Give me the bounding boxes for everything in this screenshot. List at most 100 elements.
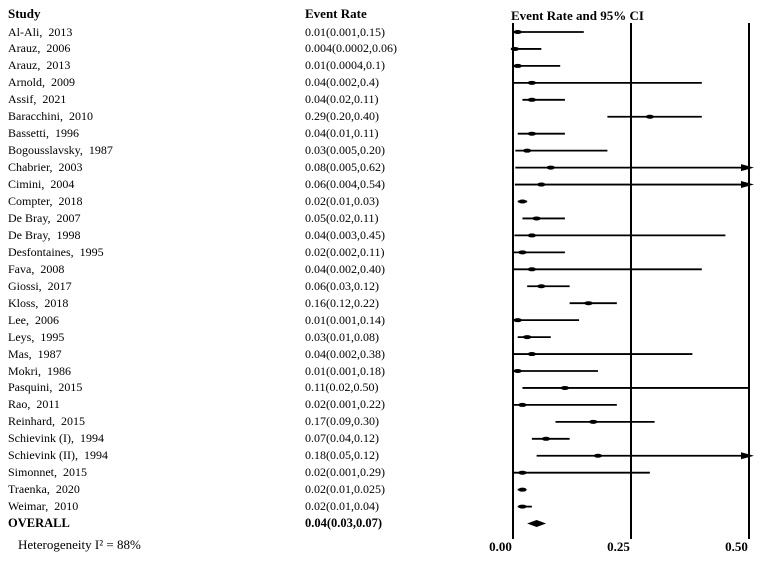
axis-tick-label: 0.25 [607, 539, 630, 554]
study-row: De Bray, 1998 0.04(0.003,0.45) [0, 227, 505, 244]
study-label: Arnold, 2009 [8, 75, 75, 90]
event-rate-column-header: Event Rate [305, 6, 367, 21]
event-rate-value: 0.04(0.002,0.4) [305, 75, 379, 90]
study-label: Fava, 2008 [8, 261, 65, 276]
point-estimate-marker [513, 30, 522, 34]
event-rate-value: 0.02(0.001,0.22) [305, 397, 385, 412]
event-rate-value: 0.01(0.001,0.18) [305, 363, 385, 378]
event-rate-value: 0.01(0.001,0.14) [305, 312, 385, 327]
event-rate-value: 0.04(0.002,0.40) [305, 261, 385, 276]
point-estimate-marker [522, 335, 532, 340]
point-estimate-marker [537, 284, 546, 289]
event-rate-value: 0.02(0.001,0.29) [305, 465, 385, 480]
point-estimate-marker [513, 369, 522, 373]
event-rate-value: 0.02(0.01,0.04) [305, 499, 379, 514]
event-rate-value: 0.11(0.02,0.50) [305, 380, 379, 395]
study-label: Lee, 2006 [8, 312, 59, 327]
point-estimate-marker [518, 504, 527, 509]
event-rate-value: 0.06(0.004,0.54) [305, 177, 385, 192]
event-rate-value: 0.18(0.05,0.12) [305, 448, 379, 463]
event-rate-value: 0.05(0.02,0.11) [305, 210, 379, 225]
study-label: Arauz, 2006 [8, 41, 71, 56]
event-rate-value: 0.02(0.01,0.025) [305, 482, 385, 497]
study-label: Bassetti, 1996 [8, 126, 79, 141]
point-estimate-marker [527, 267, 537, 272]
study-row: Bassetti, 1996 0.04(0.01,0.11) [0, 125, 505, 142]
event-rate-value: 0.04(0.01,0.11) [305, 126, 379, 141]
event-rate-value: 0.04(0.003,0.45) [305, 227, 385, 242]
point-estimate-marker [527, 97, 537, 102]
study-row: Mokri, 1986 0.01(0.001,0.18) [0, 363, 505, 380]
point-estimate-marker [522, 148, 532, 153]
study-label: Bogousslavsky, 1987 [8, 143, 113, 158]
point-estimate-marker [518, 487, 527, 492]
study-label: OVERALL [8, 516, 70, 531]
study-row: Pasquini, 2015 0.11(0.02,0.50) [0, 379, 505, 396]
point-estimate-marker [546, 165, 555, 170]
event-rate-value: 0.06(0.03,0.12) [305, 278, 379, 293]
study-row: Giossi, 2017 0.06(0.03,0.12) [0, 278, 505, 295]
study-label: Mokri, 1986 [8, 363, 71, 378]
study-label: Assif, 2021 [8, 92, 67, 107]
study-row: Arauz, 2013 0.01(0.0004,0.1) [0, 57, 505, 74]
study-column-header: Study [8, 6, 41, 21]
study-label: Leys, 1995 [8, 329, 65, 344]
study-row: De Bray, 2007 0.05(0.02,0.11) [0, 210, 505, 227]
event-rate-value: 0.07(0.04,0.12) [305, 431, 379, 446]
study-row: Simonnet, 2015 0.02(0.001,0.29) [0, 464, 505, 481]
ci-column-header: Event Rate and 95% CI [511, 8, 644, 23]
point-estimate-marker [541, 436, 551, 441]
study-label: Al-Ali, 2013 [8, 24, 73, 39]
event-rate-value: 0.02(0.01,0.03) [305, 194, 379, 208]
study-row: Baracchini, 2010 0.29(0.20,0.40) [0, 108, 505, 125]
event-rate-value: 0.04(0.03,0.07) [305, 516, 383, 531]
point-estimate-marker [589, 419, 598, 424]
study-label: De Bray, 1998 [8, 227, 81, 242]
overall-diamond [527, 520, 547, 528]
study-row: Schievink (I), 1994 0.07(0.04,0.12) [0, 430, 505, 447]
study-row: Desfontaines, 1995 0.02(0.002,0.11) [0, 244, 505, 261]
study-row: Traenka, 2020 0.02(0.01,0.025) [0, 481, 505, 498]
study-label: Simonnet, 2015 [8, 465, 88, 480]
study-row: Rao, 2011 0.02(0.001,0.22) [0, 396, 505, 413]
study-row: Schievink (II), 1994 0.18(0.05,0.12) [0, 447, 505, 464]
study-label: Giossi, 2017 [8, 278, 72, 293]
study-row: Chabrier, 2003 0.08(0.005,0.62) [0, 159, 505, 176]
point-estimate-marker [532, 216, 541, 221]
point-estimate-marker [537, 182, 546, 187]
study-label: Chabrier, 2003 [8, 160, 83, 175]
study-row: Weimar, 2010 0.02(0.01,0.04) [0, 498, 505, 515]
ci-clip-arrow-icon [741, 452, 754, 460]
study-label: Reinhard, 2015 [8, 414, 85, 429]
ci-clip-arrow-icon [741, 181, 754, 189]
point-estimate-marker [513, 318, 522, 323]
study-label: Baracchini, 2010 [8, 109, 93, 124]
study-row: Assif, 2021 0.04(0.02,0.11) [0, 91, 505, 108]
study-label: De Bray, 2007 [8, 210, 81, 225]
point-estimate-marker [584, 301, 593, 306]
event-rate-value: 0.01(0.001,0.15) [305, 24, 385, 39]
point-estimate-marker [560, 385, 570, 390]
study-row: Kloss, 2018 0.16(0.12,0.22) [0, 295, 505, 312]
study-row: Lee, 2006 0.01(0.001,0.14) [0, 312, 505, 329]
point-estimate-marker [527, 80, 537, 85]
study-row: Arnold, 2009 0.04(0.002,0.4) [0, 74, 505, 91]
point-estimate-marker [518, 402, 527, 407]
event-rate-value: 0.08(0.005,0.62) [305, 160, 385, 175]
point-estimate-marker [527, 352, 537, 357]
event-rate-value: 0.02(0.002,0.11) [305, 244, 385, 259]
study-row: Cimini, 2004 0.06(0.004,0.54) [0, 176, 505, 193]
point-estimate-marker [645, 114, 655, 119]
event-rate-value: 0.03(0.01,0.08) [305, 329, 379, 344]
study-label: Kloss, 2018 [8, 295, 69, 310]
heterogeneity-note: Heterogeneity I² = 88% [18, 537, 141, 552]
point-estimate-marker [518, 470, 527, 475]
study-row: Reinhard, 2015 0.17(0.09,0.30) [0, 413, 505, 430]
study-label: Schievink (II), 1994 [8, 448, 108, 463]
point-estimate-marker [513, 63, 522, 68]
study-row: OVERALL 0.04(0.03,0.07) [0, 515, 505, 532]
point-estimate-marker [527, 233, 537, 238]
study-row: Compter, 2018 0.02(0.01,0.03) [0, 193, 505, 210]
